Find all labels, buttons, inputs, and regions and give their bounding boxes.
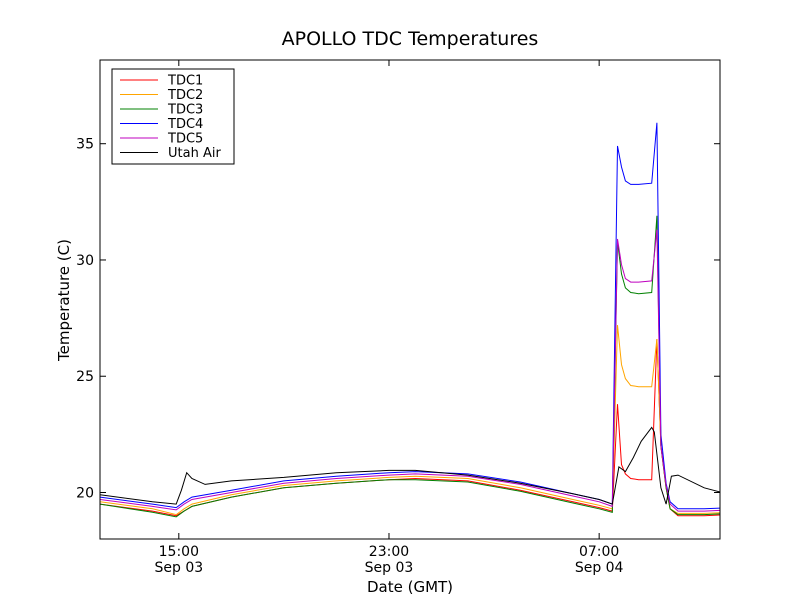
- y-axis-label: Temperature (C): [55, 239, 73, 362]
- legend-label: TDC2: [167, 88, 203, 103]
- legend-box: [111, 68, 235, 165]
- y-tick-label: 35: [76, 137, 94, 153]
- x-axis-label: Date (GMT): [367, 578, 453, 596]
- legend-label: Utah Air: [168, 146, 221, 161]
- legend-label: TDC1: [167, 74, 203, 89]
- series-line-tdc5: [100, 229, 720, 512]
- x-tick-label-time: 23:00: [369, 544, 409, 560]
- legend-label: TDC3: [167, 103, 203, 118]
- x-tick-label-date: Sep 03: [365, 560, 414, 576]
- x-tick-label-time: 15:00: [159, 544, 199, 560]
- y-tick-label: 30: [76, 253, 94, 269]
- plot-frame: [99, 59, 721, 540]
- legend-label: TDC5: [167, 132, 203, 147]
- legend-label: TDC4: [167, 117, 203, 132]
- x-tick-label-date: Sep 04: [575, 560, 624, 576]
- series-line-tdc3: [100, 215, 720, 518]
- x-tick-label-date: Sep 03: [154, 560, 203, 576]
- series-line-utah-air: [100, 426, 720, 505]
- series-layer: [100, 122, 720, 518]
- y-tick-label: 20: [76, 485, 94, 501]
- y-tick-label: 25: [76, 369, 94, 385]
- series-line-tdc2: [100, 325, 720, 516]
- chart-title: APOLLO TDC Temperatures: [282, 28, 539, 50]
- series-line-tdc4: [100, 122, 720, 510]
- x-tick-label-time: 07:00: [579, 544, 619, 560]
